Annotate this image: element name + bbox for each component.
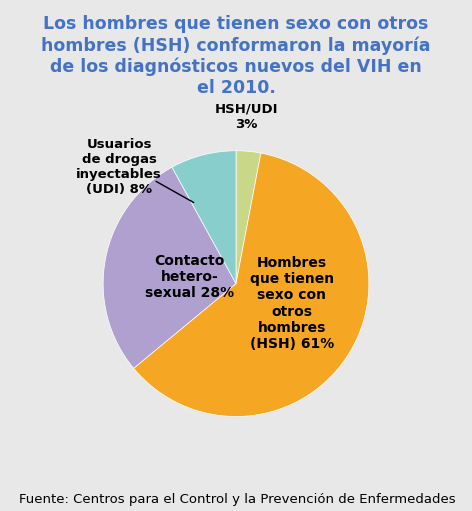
Text: Los hombres que tienen sexo con otros
hombres (HSH) conformaron la mayoría
de lo: Los hombres que tienen sexo con otros ho… — [41, 15, 431, 97]
Text: Usuarios
de drogas
inyectables
(UDI) 8%: Usuarios de drogas inyectables (UDI) 8% — [76, 137, 162, 196]
Text: Hombres
que tienen
sexo con
otros
hombres
(HSH) 61%: Hombres que tienen sexo con otros hombre… — [250, 256, 334, 351]
Text: HSH/UDI
3%: HSH/UDI 3% — [215, 103, 278, 131]
Wedge shape — [172, 151, 236, 284]
Text: Fuente: Centros para el Control y la Prevención de Enfermedades: Fuente: Centros para el Control y la Pre… — [19, 493, 455, 506]
Wedge shape — [236, 151, 261, 284]
Wedge shape — [134, 153, 369, 416]
Text: Contacto
hetero-
sexual 28%: Contacto hetero- sexual 28% — [145, 254, 234, 300]
Wedge shape — [103, 167, 236, 368]
